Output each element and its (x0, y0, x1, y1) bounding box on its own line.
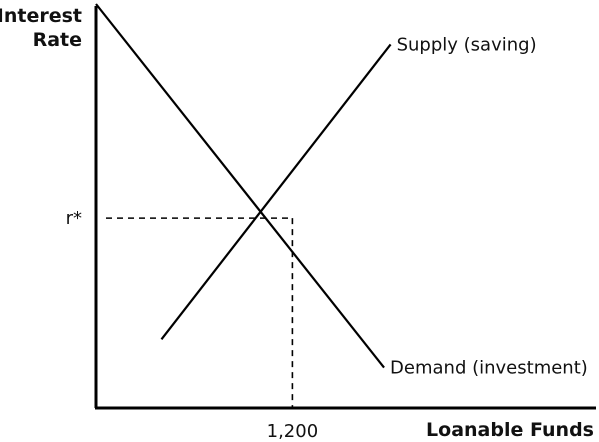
x-axis-title: Loanable Funds (426, 419, 594, 441)
supply-curve-label: Supply (saving) (397, 34, 537, 55)
y-axis-title-line-1: Interest (0, 5, 82, 27)
supply-curve (160, 43, 392, 340)
demand-curve (95, 3, 385, 369)
x-tick-label-quantity: 1,200 (267, 421, 319, 442)
y-axis-title-line-2: Rate (33, 29, 82, 51)
y-tick-label-rstar: r* (66, 208, 82, 229)
demand-curve-label: Demand (investment) (390, 358, 588, 379)
